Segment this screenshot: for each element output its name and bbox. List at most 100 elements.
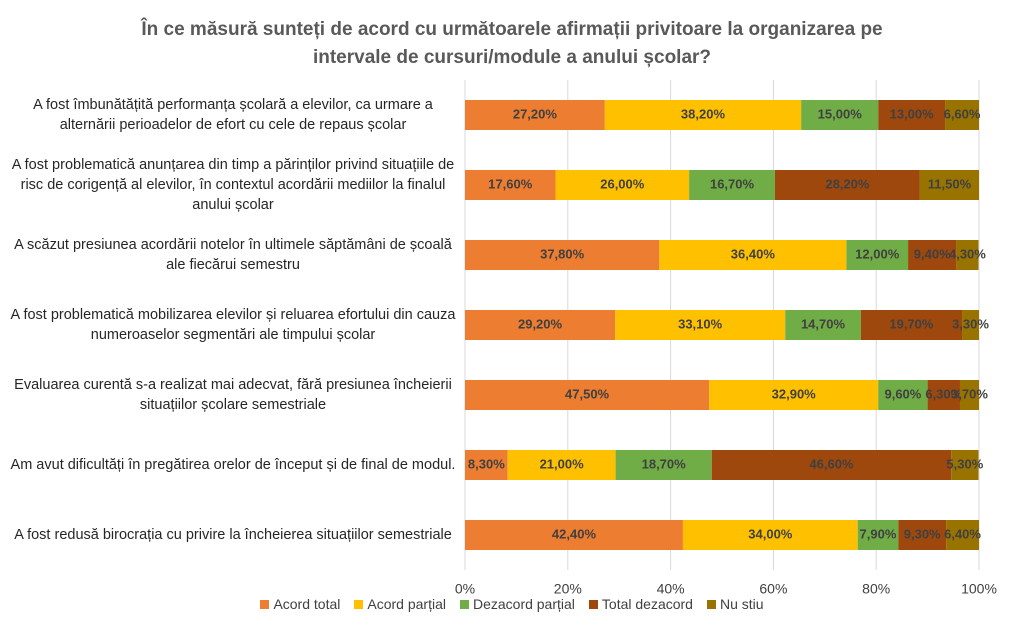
value-label: 38,20% <box>681 106 726 121</box>
bar-segment <box>615 450 712 480</box>
bar-segment <box>465 380 710 410</box>
value-label: 14,70% <box>801 316 846 331</box>
value-label: 36,40% <box>731 246 776 261</box>
category-label: Am avut dificultăți în pregătirea orelor… <box>10 457 456 473</box>
legend-label: Dezacord parțial <box>472 596 575 612</box>
legend-swatch <box>706 599 716 609</box>
bar-segment <box>962 310 979 340</box>
bar-segment <box>785 310 861 340</box>
bar-segment <box>604 100 802 130</box>
legend-item: Acord total <box>260 596 340 612</box>
value-label: 9,30% <box>904 526 941 541</box>
value-label: 46,60% <box>809 456 854 471</box>
chart-title: În ce măsură sunteți de acord cu următoa… <box>141 19 883 68</box>
value-label: 5,30% <box>946 456 983 471</box>
bar-segment <box>846 240 909 270</box>
bar-segment <box>659 240 847 270</box>
bar-segment <box>689 170 775 200</box>
value-label: 9,40% <box>914 246 951 261</box>
value-label: 29,20% <box>518 316 563 331</box>
value-label: 27,20% <box>513 106 558 121</box>
value-label: 16,70% <box>710 176 755 191</box>
bar-segment <box>555 170 690 200</box>
x-tick-label: 40% <box>657 581 685 597</box>
value-label: 28,20% <box>825 176 870 191</box>
bar-segment <box>878 100 946 130</box>
bar-segment <box>857 520 899 550</box>
legend-swatch <box>354 599 364 609</box>
bar-segment <box>956 240 979 270</box>
legend-label: Nu stiu <box>719 596 764 612</box>
category-label: A fost redusă birocrația cu privire la î… <box>14 527 452 543</box>
category-label: A scăzut presiunea acordării notelor în … <box>14 237 452 273</box>
bar-segment <box>945 100 979 130</box>
value-label: 17,60% <box>488 176 533 191</box>
value-label: 4,30% <box>949 246 986 261</box>
bar-segment <box>959 380 979 410</box>
x-tick-label: 20% <box>554 581 582 597</box>
bar-segment <box>860 310 963 340</box>
bar-segment <box>878 380 928 410</box>
value-label: 12,00% <box>855 246 900 261</box>
value-label: 6,60% <box>944 106 981 121</box>
legend-swatch <box>260 599 270 609</box>
bar-segment <box>927 380 960 410</box>
legend-item: Total dezacord <box>588 596 693 612</box>
bar-segment <box>711 450 952 480</box>
bar-segment <box>465 170 556 200</box>
bar-segment <box>465 310 616 340</box>
bar-segment <box>615 310 786 340</box>
value-label: 6,30% <box>925 386 962 401</box>
value-label: 34,00% <box>748 526 793 541</box>
bar-segment <box>898 520 947 550</box>
value-label: 3,70% <box>951 386 988 401</box>
bar-segment <box>919 170 979 200</box>
x-tick-label: 80% <box>862 581 890 597</box>
value-label: 13,00% <box>890 106 935 121</box>
category-label: A fost problematică anunțarea din timp a… <box>11 157 455 213</box>
value-label: 18,70% <box>642 456 687 471</box>
legend-swatch <box>588 599 598 609</box>
value-label: 6,40% <box>944 526 981 541</box>
category-label: A fost îmbunătățită performanța școlară … <box>33 97 433 133</box>
value-label: 15,00% <box>818 106 863 121</box>
bar-segment <box>951 450 979 480</box>
bar-segment <box>507 450 616 480</box>
legend-item: Acord parțial <box>354 596 446 612</box>
bar-segment <box>801 100 879 130</box>
value-label: 11,50% <box>928 176 972 191</box>
bar-segment <box>908 240 957 270</box>
value-label: 19,70% <box>889 316 934 331</box>
bar-segment <box>774 170 920 200</box>
legend-label: Acord total <box>273 596 341 612</box>
value-label: 8,30% <box>468 456 505 471</box>
bar-segment <box>946 520 979 550</box>
value-label: 3,30% <box>952 316 989 331</box>
legend-label: Acord parțial <box>367 596 446 612</box>
x-tick-label: 0% <box>455 581 475 597</box>
value-label: 7,90% <box>860 526 897 541</box>
x-tick-label: 100% <box>961 581 997 597</box>
value-label: 33,10% <box>678 316 723 331</box>
legend-item: Dezacord parțial <box>459 596 575 612</box>
bar-segment <box>465 520 683 550</box>
bar-segment <box>465 240 660 270</box>
value-label: 47,50% <box>565 386 610 401</box>
value-label: 42,40% <box>552 526 597 541</box>
x-tick-label: 60% <box>759 581 787 597</box>
legend-item: Nu stiu <box>706 596 764 612</box>
bar-segment <box>465 450 508 480</box>
legend: Acord total Acord parțial Dezacord parțial… <box>0 596 1024 612</box>
bar-segment <box>682 520 858 550</box>
value-label: 9,60% <box>884 386 921 401</box>
value-label: 32,90% <box>772 386 817 401</box>
legend-label: Total dezacord <box>601 596 693 612</box>
value-label: 37,80% <box>540 246 585 261</box>
bar-segment <box>465 100 605 130</box>
category-label: Evaluarea curentă s-a realizat mai adecv… <box>14 377 452 413</box>
value-label: 21,00% <box>540 456 585 471</box>
value-label: 26,00% <box>600 176 645 191</box>
category-label: A fost problematică mobilizarea elevilor… <box>10 307 456 343</box>
